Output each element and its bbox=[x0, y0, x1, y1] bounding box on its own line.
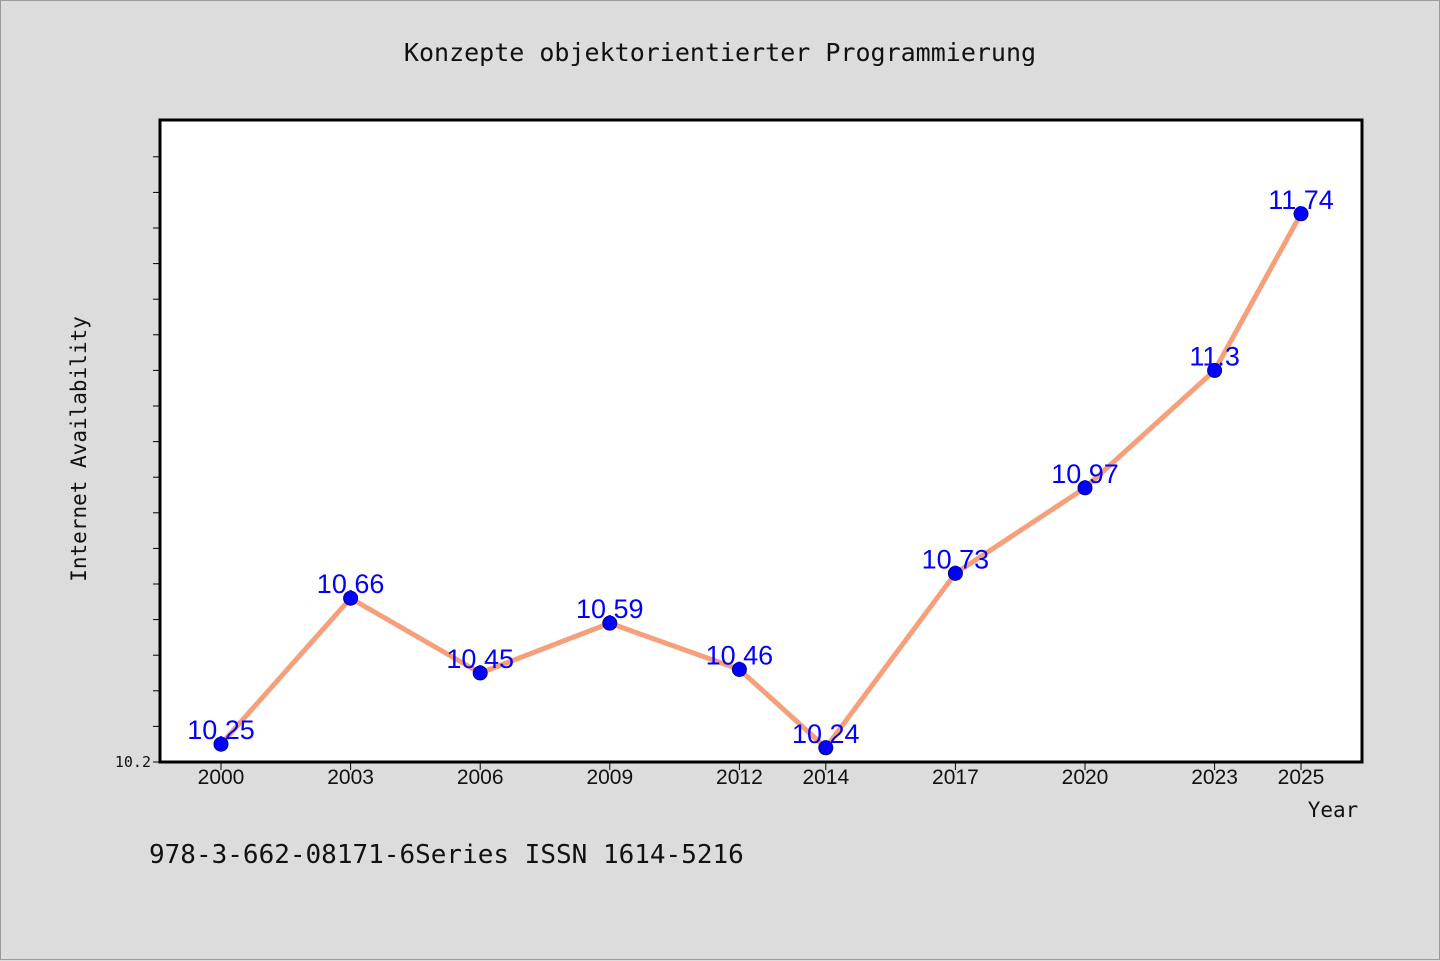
data-label: 10.97 bbox=[1051, 459, 1119, 489]
data-point-marker bbox=[343, 590, 359, 606]
x-tick-label: 2000 bbox=[198, 766, 245, 789]
plot-area bbox=[158, 118, 1364, 764]
x-tick-label: 2023 bbox=[1191, 766, 1238, 789]
data-point-marker bbox=[818, 740, 834, 756]
data-label: 10.24 bbox=[792, 719, 860, 749]
data-point-marker bbox=[731, 661, 747, 677]
chart-title: Konzepte objektorientierter Programmieru… bbox=[404, 38, 1036, 67]
y-tick-label: 10.2 bbox=[115, 753, 151, 771]
data-label: 10.25 bbox=[187, 715, 255, 745]
data-labels: 10.25 10.66 10.45 10.59 10.46 10.24 10.73 10.97… bbox=[187, 185, 1334, 749]
x-axis-label: Year bbox=[1308, 798, 1359, 822]
x-tick-label: 2006 bbox=[457, 766, 504, 789]
data-label: 10.73 bbox=[922, 544, 990, 574]
y-axis-label: Internet Availability bbox=[67, 316, 91, 582]
x-tick-label: 2017 bbox=[932, 766, 979, 789]
y-axis-ticks bbox=[153, 156, 160, 763]
data-label: 10.66 bbox=[317, 569, 385, 599]
data-point-marker bbox=[213, 736, 229, 752]
data-point-marker bbox=[1293, 206, 1309, 222]
data-label: 10.59 bbox=[576, 594, 644, 624]
data-markers bbox=[213, 206, 1309, 756]
figure-caption: 978-3-662-08171-6Series ISSN 1614-5216 bbox=[149, 840, 744, 870]
data-point-marker bbox=[602, 615, 618, 631]
data-label: 10.45 bbox=[446, 644, 514, 674]
x-tick-label: 2025 bbox=[1278, 766, 1325, 789]
series-line bbox=[219, 212, 1304, 751]
x-axis-ticks bbox=[220, 762, 1302, 770]
data-label: 11.74 bbox=[1268, 185, 1334, 215]
data-point-marker bbox=[472, 665, 488, 681]
data-point-marker bbox=[1207, 362, 1223, 378]
data-label: 11.3 bbox=[1189, 341, 1240, 371]
x-tick-label: 2009 bbox=[586, 766, 633, 789]
data-point-marker bbox=[1077, 480, 1093, 496]
x-tick-label: 2014 bbox=[802, 766, 849, 789]
y-axis-tick-labels: 10.2 bbox=[115, 753, 151, 771]
x-tick-label: 2012 bbox=[716, 766, 763, 789]
x-axis-tick-labels: 2000 2003 2006 2009 2012 2014 2017 2020 2023 2025 bbox=[198, 766, 1325, 789]
data-label: 10.46 bbox=[706, 640, 774, 670]
data-point-marker bbox=[947, 565, 963, 581]
x-tick-label: 2003 bbox=[327, 766, 374, 789]
x-tick-label: 2020 bbox=[1062, 766, 1109, 789]
